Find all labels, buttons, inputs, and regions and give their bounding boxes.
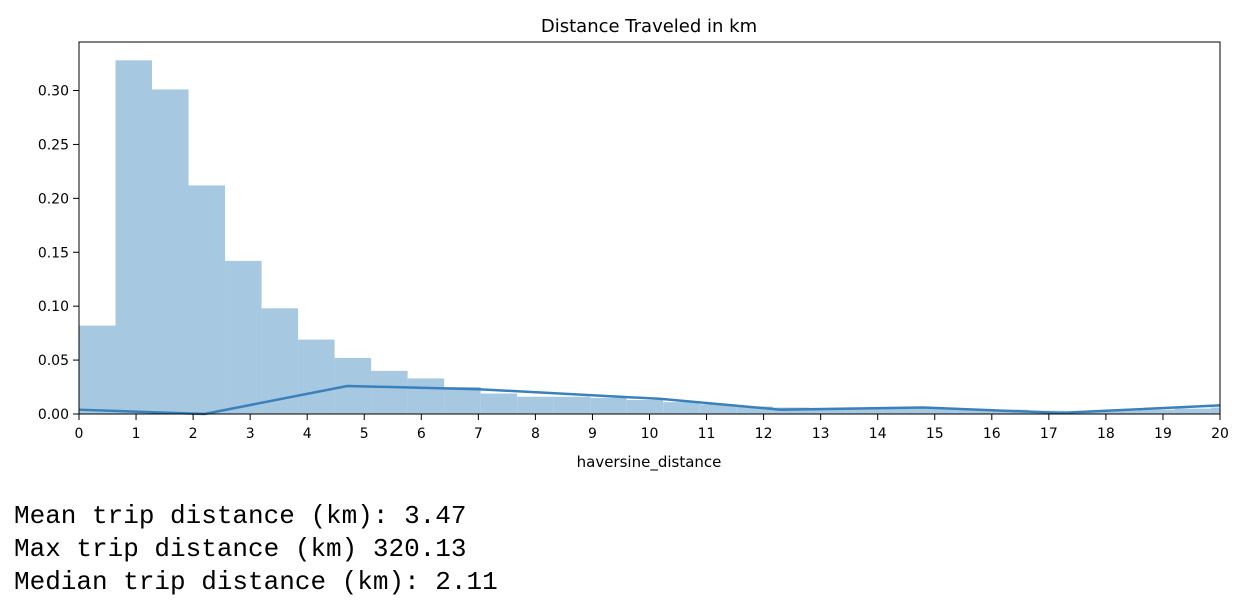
- x-tick-label: 15: [926, 426, 944, 442]
- distance-histogram-chart: Distance Traveled in km 0 1 2 3 4 5 6 7 8 9 10 11 12…: [38, 16, 1229, 472]
- x-tick-label: 19: [1154, 426, 1172, 442]
- histogram-bar: [1137, 409, 1175, 414]
- histogram-bar: [1174, 408, 1211, 414]
- console-output: Mean trip distance (km): 3.47 Max trip d…: [14, 500, 498, 599]
- histogram-bar: [79, 325, 116, 414]
- histogram-bars: [79, 60, 1220, 414]
- histogram-bar: [188, 185, 226, 414]
- y-tick-label: 0.30: [38, 84, 69, 100]
- y-tick-label: 0.00: [38, 407, 69, 423]
- histogram-bar: [480, 393, 518, 414]
- x-tick-label: 6: [417, 426, 426, 442]
- histogram-bar: [517, 396, 554, 414]
- y-tick-label: 0.20: [38, 191, 69, 207]
- x-axis-ticks: 0 1 2 3 4 5 6 7 8 9 10 11 12 13 14 15 16 17 18 19 20: [75, 414, 1229, 442]
- histogram-bar: [626, 399, 664, 414]
- histogram-bar: [955, 409, 992, 414]
- max-distance-text: Max trip distance (km) 320.13: [14, 534, 467, 564]
- x-tick-label: 8: [531, 426, 540, 442]
- x-tick-label: 5: [360, 426, 369, 442]
- histogram-bar: [736, 406, 773, 414]
- histogram-bar: [115, 60, 153, 414]
- x-tick-label: 11: [698, 426, 716, 442]
- y-tick-label: 0.15: [38, 245, 69, 261]
- histogram-bar: [298, 339, 335, 414]
- histogram-bar: [152, 89, 189, 414]
- histogram-bar: [553, 396, 591, 414]
- median-distance-text: Median trip distance (km): 2.11: [14, 567, 498, 597]
- x-tick-label: 17: [1040, 426, 1058, 442]
- histogram-bar: [1210, 407, 1220, 414]
- x-tick-label: 2: [189, 426, 198, 442]
- x-tick-label: 16: [983, 426, 1001, 442]
- kde-density-line: [78, 384, 1221, 416]
- chart-title: Distance Traveled in km: [541, 16, 757, 37]
- mean-distance-text: Mean trip distance (km): 3.47: [14, 501, 467, 531]
- x-tick-label: 0: [75, 426, 84, 442]
- x-tick-label: 13: [812, 426, 830, 442]
- x-axis-label: haversine_distance: [577, 453, 722, 472]
- x-tick-label: 1: [132, 426, 141, 442]
- x-tick-label: 7: [474, 426, 483, 442]
- x-tick-label: 3: [246, 426, 255, 442]
- histogram-bar: [699, 404, 737, 414]
- histogram-bar: [407, 378, 445, 414]
- histogram-bar: [809, 408, 846, 414]
- x-tick-label: 4: [303, 426, 312, 442]
- histogram-bar: [845, 408, 883, 414]
- histogram-bar: [444, 387, 481, 414]
- y-axis-ticks: 0.00 0.05 0.10 0.15 0.20 0.25 0.30: [38, 84, 79, 423]
- histogram-bar: [918, 408, 956, 414]
- x-tick-label: 20: [1211, 426, 1229, 442]
- x-tick-label: 12: [755, 426, 773, 442]
- histogram-bar: [371, 370, 408, 414]
- x-tick-label: 10: [641, 426, 659, 442]
- y-tick-label: 0.10: [38, 299, 69, 315]
- y-tick-label: 0.05: [38, 353, 69, 369]
- histogram-bar: [1101, 410, 1138, 414]
- y-tick-label: 0.25: [38, 137, 69, 153]
- x-tick-label: 14: [869, 426, 887, 442]
- x-tick-label: 18: [1097, 426, 1115, 442]
- histogram-bar: [590, 397, 627, 414]
- histogram-bar: [225, 260, 262, 414]
- histogram-bar: [663, 402, 700, 414]
- histogram-bar: [882, 408, 919, 414]
- x-tick-label: 9: [588, 426, 597, 442]
